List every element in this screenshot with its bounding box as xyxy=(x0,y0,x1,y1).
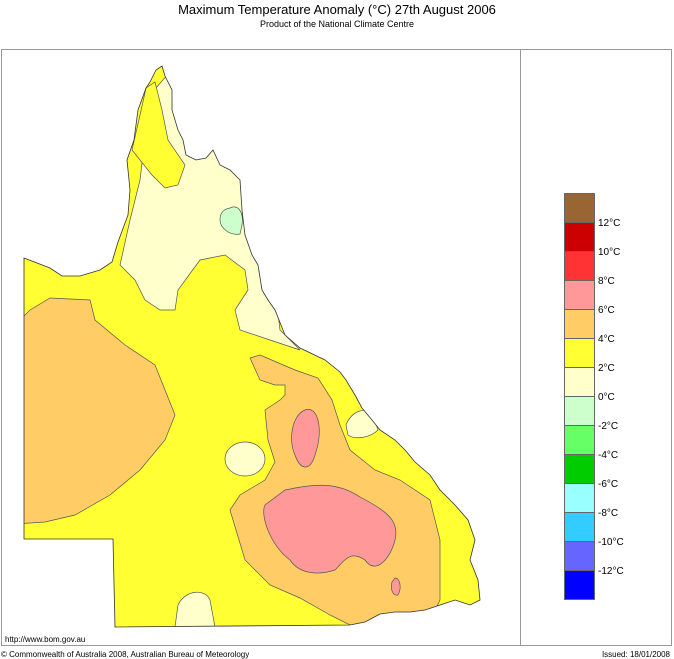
legend-swatch xyxy=(564,252,595,281)
legend-swatch xyxy=(564,484,595,513)
legend-swatch xyxy=(564,281,595,310)
legend-label: 10°C xyxy=(598,247,621,258)
map-title: Maximum Temperature Anomaly (°C) 27th Au… xyxy=(178,2,496,17)
legend-label: 2°C xyxy=(598,363,615,374)
legend-swatch xyxy=(564,368,595,397)
legend-swatch xyxy=(564,542,595,571)
legend-swatch xyxy=(564,426,595,455)
legend-label: 6°C xyxy=(598,305,615,316)
legend-label: 12°C xyxy=(598,218,621,229)
legend-swatch xyxy=(564,455,595,484)
issued-date: Issued: 18/01/2008 xyxy=(601,650,670,659)
legend-label: -10°C xyxy=(598,537,624,548)
copyright-notice: © Commonwealth of Australia 2008, Austra… xyxy=(1,650,250,659)
legend-label: -4°C xyxy=(598,450,619,461)
legend-swatch xyxy=(564,513,595,542)
legend-label: -8°C xyxy=(598,508,619,519)
legend-divider xyxy=(520,49,521,646)
legend-label: -12°C xyxy=(598,566,624,577)
legend-label: 8°C xyxy=(598,276,615,287)
color-legend xyxy=(564,193,595,600)
legend-label: -6°C xyxy=(598,479,619,490)
legend-swatch xyxy=(564,310,595,339)
legend-swatch xyxy=(564,223,595,252)
legend-swatch xyxy=(564,339,595,368)
legend-label: 0°C xyxy=(598,392,615,403)
legend-swatch xyxy=(564,571,595,600)
map-frame xyxy=(1,49,672,646)
bom-url[interactable]: http://www.bom.gov.au xyxy=(5,635,86,644)
legend-label: 4°C xyxy=(598,334,615,345)
legend-swatch xyxy=(564,397,595,426)
map-subtitle: Product of the National Climate Centre xyxy=(259,19,415,29)
legend-swatch xyxy=(564,193,595,223)
legend-label: -2°C xyxy=(598,421,619,432)
